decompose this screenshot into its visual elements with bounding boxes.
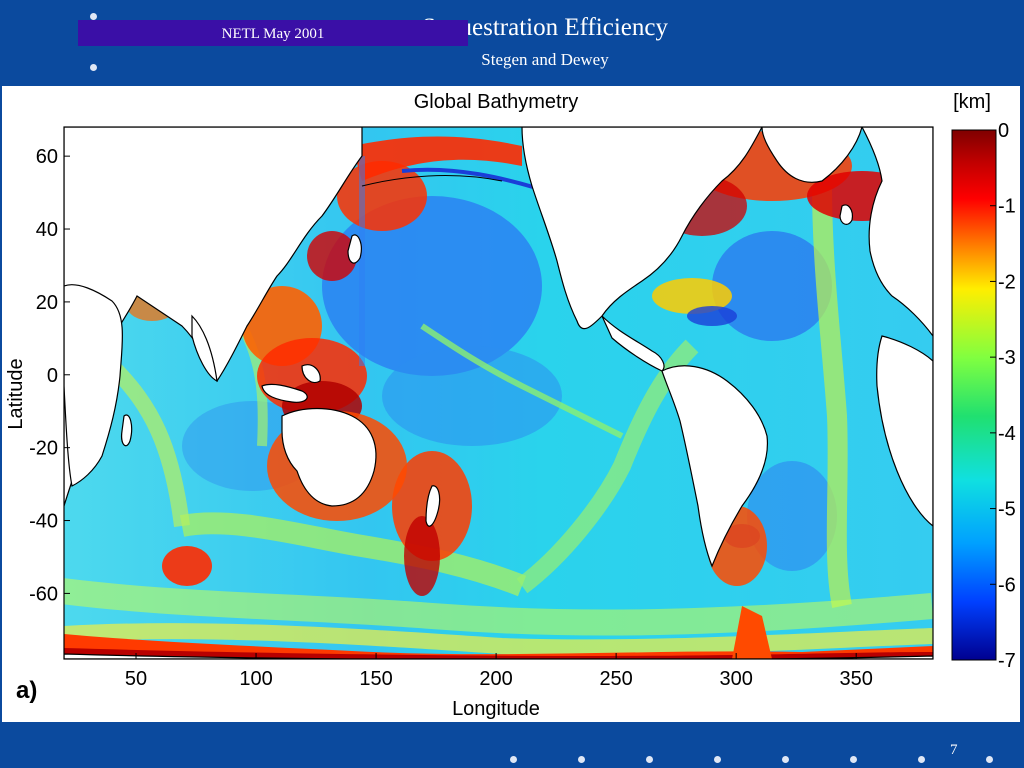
y-tick-label: 40 <box>36 219 58 241</box>
bullet-dot-icon <box>986 756 993 763</box>
colorbar-tick-label: -7 <box>998 650 1016 672</box>
x-tick-label: 100 <box>239 668 272 690</box>
bullet-dot-icon <box>90 13 97 20</box>
colorbar-tick-label: -3 <box>998 347 1016 369</box>
bullet-dot-icon <box>850 756 857 763</box>
y-tick-label: -60 <box>29 583 58 605</box>
bullet-dot-icon <box>714 756 721 763</box>
colorbar-tick-label: -6 <box>998 574 1016 596</box>
colorbar-tick-label: -2 <box>998 271 1016 293</box>
y-tick-label: -20 <box>29 438 58 460</box>
x-tick-label: 50 <box>125 668 147 690</box>
chart-title: Global Bathymetry <box>414 91 579 113</box>
y-tick-label: 60 <box>36 146 58 168</box>
footer-text: NETL May 2001 <box>221 26 325 42</box>
x-tick-label: 350 <box>839 668 872 690</box>
plot-frame <box>63 126 934 660</box>
y-axis: 60 40 20 0 -20 -40 -60 <box>29 146 70 605</box>
x-axis-label: Longitude <box>452 698 540 720</box>
colorbar-tick-label: -5 <box>998 499 1016 521</box>
colorbar <box>951 129 997 661</box>
x-tick-label: 250 <box>599 668 632 690</box>
colorbar-unit: [km] <box>953 91 991 113</box>
x-tick-label: 200 <box>479 668 512 690</box>
landmasses <box>64 127 933 659</box>
bullet-dot-icon <box>90 64 97 71</box>
bullet-dot-icon <box>510 756 517 763</box>
bullet-dot-icon <box>578 756 585 763</box>
slide-subtitle: Stegen and Dewey <box>481 50 609 69</box>
x-axis: 50 100 150 200 250 300 350 <box>125 653 873 690</box>
y-tick-label: 20 <box>36 292 58 314</box>
bullet-dot-icon <box>782 756 789 763</box>
y-axis-label: Latitude <box>5 358 27 429</box>
panel-label: a) <box>16 677 37 704</box>
y-tick-label: -40 <box>29 511 58 533</box>
x-tick-label: 300 <box>719 668 752 690</box>
map-area <box>64 127 933 659</box>
figure-panel: Global Bathymetry 60 40 20 0 -20 -40 -60 50 100… <box>2 86 1020 722</box>
colorbar-ticks: 0 -1 -2 -3 -4 -5 -6 -7 <box>990 120 1016 672</box>
x-tick-label: 150 <box>359 668 392 690</box>
colorbar-tick-label: -1 <box>998 196 1016 218</box>
colorbar-tick-label: 0 <box>998 120 1009 142</box>
footer-box <box>78 20 468 46</box>
colorbar-tick-label: -4 <box>998 423 1016 445</box>
y-tick-label: 0 <box>47 365 58 387</box>
page-number: 7 <box>950 742 958 758</box>
bullet-dot-icon <box>918 756 925 763</box>
bullet-dot-icon <box>646 756 653 763</box>
